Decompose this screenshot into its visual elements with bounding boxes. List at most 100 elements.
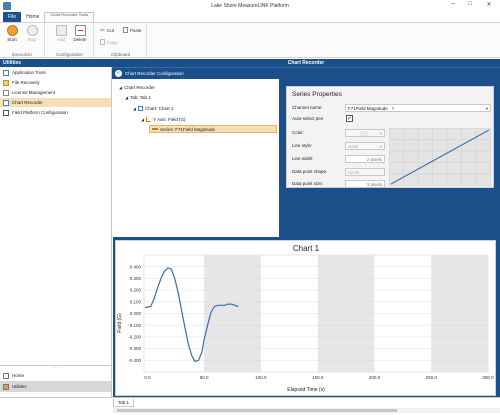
y-tick-label: 0.100: [130, 299, 142, 304]
size-row: Data point size:: [292, 179, 344, 188]
tab-file[interactable]: File: [3, 12, 22, 22]
splitter-grip[interactable]: ⋯: [53, 365, 58, 370]
channel-name-suffix: F: [392, 106, 395, 111]
copy-label: Copy: [107, 39, 118, 45]
sidebar-item-file-recovery[interactable]: File Recovery: [0, 78, 111, 87]
tree-node-tab[interactable]: ◢ Tab: Tab 1: [125, 93, 151, 101]
stop-label: Stop: [27, 37, 37, 42]
tree-node-label: Y Axis: Field (G): [153, 116, 186, 122]
nav-home[interactable]: Home: [0, 370, 111, 381]
x-tick-label: 250.0: [426, 375, 438, 380]
shape-row: Data point shape:: [292, 167, 344, 176]
configuration-bar: « Chart Recorder Configuration: [112, 67, 500, 79]
tree-node-series[interactable]: Series: F71Field Magnitude: [149, 125, 277, 133]
y-tick-label: -0.300: [128, 346, 141, 351]
copy-button[interactable]: Copy: [100, 39, 118, 45]
delete-icon: [74, 25, 86, 36]
paste-button[interactable]: Paste: [123, 27, 142, 33]
series-line: [144, 267, 239, 363]
tree-node-label: Tab: Tab 1: [130, 94, 151, 100]
configuration-group-label: Configuration: [56, 52, 83, 57]
size-field[interactable]: 3 pixels: [345, 180, 385, 188]
title-bar: Lake Shore MeasureLINK Platform – □ ✕: [0, 0, 500, 12]
tree-node-label: Chart: Chart 1: [145, 105, 174, 111]
sidebar-header: Utilities: [0, 59, 112, 67]
collapse-icon[interactable]: «: [115, 70, 122, 77]
chevron-down-icon: ▾: [485, 106, 488, 111]
sidebar: Application Tools File Recovery License …: [0, 67, 112, 365]
start-button[interactable]: Start: [4, 25, 20, 42]
line-style-select[interactable]: Solid ▾: [345, 142, 385, 150]
axis-icon: [146, 116, 152, 122]
stop-button[interactable]: Stop: [24, 25, 40, 42]
cut-button[interactable]: ✂ Cut: [100, 27, 114, 34]
folder-icon: [3, 79, 9, 86]
sidebar-item-application-tools[interactable]: Application Tools: [0, 68, 111, 77]
x-tick-label: 200.0: [369, 375, 381, 380]
auto-select-checkbox[interactable]: ✓: [346, 115, 353, 122]
color-label: Color:: [292, 130, 305, 135]
y-tick-label: 0.000: [130, 311, 142, 316]
sidebar-item-label: File Recovery: [12, 80, 40, 85]
line-width-field[interactable]: 2 pixels: [345, 155, 385, 163]
tree-node-label: Series: F71Field Magnitude: [160, 126, 216, 132]
sidebar-bottom-nav: ⋯ Home Utilities: [0, 365, 112, 397]
pen-preview: [389, 128, 491, 186]
home-icon: [3, 372, 9, 379]
expand-triangle-icon: ◢: [141, 116, 145, 122]
close-button[interactable]: ✕: [486, 2, 492, 8]
channel-name-value: F71Field Magnitude: [348, 106, 388, 111]
chart-icon: [3, 99, 9, 106]
sidebar-item-chart-recorder[interactable]: Chart Recorder: [0, 98, 111, 107]
x-tick-label: 150.0: [312, 375, 324, 380]
execution-group-label: Execution: [12, 52, 32, 57]
tree-node-y-axis[interactable]: ◢ Y Axis: Field (G): [141, 115, 186, 123]
expand-triangle-icon: ◢: [125, 94, 129, 100]
line-width-row: Line width:: [292, 154, 344, 163]
add-button[interactable]: Add: [53, 25, 69, 42]
tools-icon: [3, 69, 9, 76]
play-icon: [6, 25, 18, 36]
paste-label: Paste: [130, 27, 142, 33]
status-bar: Tab 1: [0, 397, 500, 415]
chart-1[interactable]: Chart 1 0.400 0.300 0.200 0.100 0.000 -0.100 -…: [116, 241, 495, 395]
chart-title: Chart 1: [293, 244, 320, 253]
y-tick-label: 0.300: [130, 276, 142, 281]
horizontal-scrollbar[interactable]: [113, 408, 500, 413]
sidebar-item-license-management[interactable]: License Management: [0, 88, 111, 97]
maximize-button[interactable]: □: [468, 1, 472, 7]
tree-node-label: Chart Recorder: [124, 84, 155, 90]
color-picker[interactable]: ▾: [345, 129, 385, 137]
paste-icon: [123, 27, 128, 33]
sidebar-item-label: License Management: [12, 90, 56, 95]
y-tick-label: -0.200: [128, 335, 141, 340]
app-logo-icon: [3, 2, 11, 10]
ribbon-group-execution: Start Stop Execution: [0, 23, 45, 58]
scrollbar-thumb[interactable]: [117, 409, 397, 412]
line-style-value: Solid: [348, 144, 359, 149]
tree-node-chart-recorder[interactable]: ◢ Chart Recorder: [119, 83, 155, 91]
contextual-tab-label: Chart Recorder Tools: [50, 12, 89, 17]
tab-home[interactable]: Home: [26, 14, 40, 20]
series-line-icon: [152, 128, 158, 130]
chevron-down-icon: ▾: [379, 144, 382, 149]
nav-utilities[interactable]: Utilities: [0, 381, 111, 392]
config-tree: ◢ Chart Recorder ◢ Tab: Tab 1 ◢ Chart: C…: [113, 79, 279, 237]
channel-name-label: Channel name:: [292, 105, 323, 110]
shape-select[interactable]: Circle: [345, 168, 385, 176]
gear-icon: [3, 109, 9, 116]
size-label: Data point size:: [292, 181, 324, 186]
delete-button[interactable]: Delete: [72, 25, 88, 42]
window-title: Lake Shore MeasureLINK Platform: [211, 3, 289, 9]
properties-title: Series Properties: [292, 91, 342, 98]
sidebar-item-field-platform-configuration[interactable]: Field Platform Configuration: [0, 108, 111, 117]
tree-node-chart[interactable]: ◢ Chart: Chart 1: [133, 104, 173, 112]
channel-name-select[interactable]: F71Field Magnitude F ▾: [345, 104, 491, 112]
expand-triangle-icon: ◢: [119, 84, 123, 90]
line-style-label: Line style:: [292, 143, 313, 148]
tab-chart-recorder[interactable]: Chart Recorder Tools: [44, 12, 95, 22]
x-tick-label: 100.0: [255, 375, 267, 380]
minimize-button[interactable]: –: [451, 1, 455, 7]
add-icon: [55, 25, 67, 36]
tab-1[interactable]: Tab 1: [113, 399, 135, 407]
